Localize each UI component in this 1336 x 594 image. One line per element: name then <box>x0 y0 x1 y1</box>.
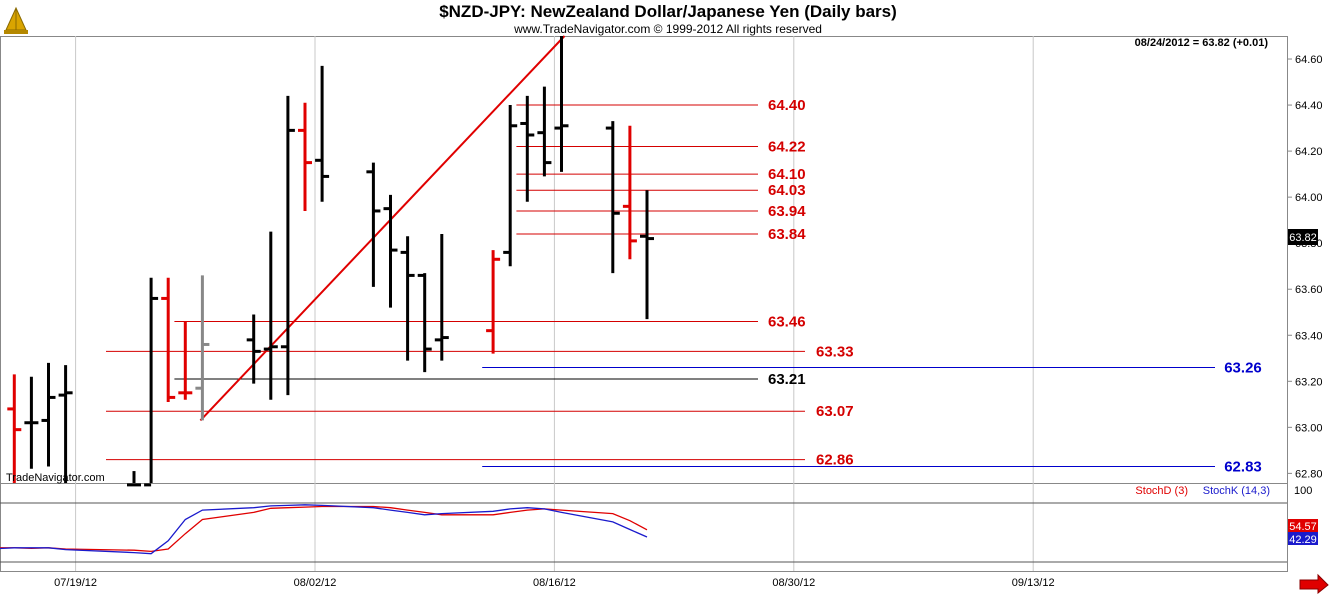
ohlc-bar <box>58 365 73 483</box>
ohlc-bar <box>366 162 381 287</box>
indicator-tick-100: 100 <box>1294 485 1312 497</box>
watermark: TradeNavigator.com <box>6 472 105 484</box>
level-label: 64.03 <box>768 182 806 199</box>
indicator-panel-frame <box>0 483 1288 572</box>
copyright-text: www.TradeNavigator.com © 1999-2012 All r… <box>513 22 822 36</box>
ohlc-bar <box>315 65 330 202</box>
price-tick-label: 63.00 <box>1295 422 1323 434</box>
stochastic-panel <box>0 502 1287 563</box>
level-label: 63.33 <box>816 343 854 360</box>
grid-lines <box>75 36 1034 571</box>
ohlc-bars <box>7 36 654 487</box>
stochk-line <box>0 504 648 555</box>
date-tick-label: 09/13/12 <box>1012 577 1055 589</box>
chart-title: $NZD-JPY: NewZealand Dollar/Japanese Yen… <box>439 2 897 21</box>
stochk-last-value: 42.29 <box>1289 534 1317 546</box>
ohlc-bar <box>127 471 141 487</box>
ohlc-bar <box>486 250 501 354</box>
level-label: 63.26 <box>1224 359 1262 376</box>
level-label: 63.07 <box>816 403 854 420</box>
price-axis: 64.6064.4064.2064.0063.8063.6063.4063.20… <box>1287 54 1323 480</box>
stochd-last-value: 54.57 <box>1289 521 1317 533</box>
level-label: 63.94 <box>768 203 806 220</box>
level-label: 64.22 <box>768 138 806 155</box>
ohlc-bar <box>178 321 193 400</box>
ohlc-bar <box>246 314 261 384</box>
ohlc-bar <box>417 273 432 373</box>
ohlc-bar <box>298 102 312 211</box>
price-tick-label: 62.80 <box>1295 468 1323 480</box>
price-tick-label: 63.40 <box>1295 330 1323 342</box>
level-label: 64.40 <box>768 97 806 114</box>
ohlc-bar <box>383 194 398 308</box>
ohlc-bar <box>503 105 518 267</box>
ohlc-bar <box>195 275 210 421</box>
price-tick-label: 64.60 <box>1295 54 1323 66</box>
ohlc-bar <box>161 277 176 403</box>
logo-icon <box>4 6 28 34</box>
ohlc-bar <box>622 125 637 260</box>
level-label: 62.86 <box>816 452 854 469</box>
ohlc-bar <box>41 362 56 467</box>
ohlc-bar <box>520 95 535 202</box>
stochd-legend: StochD (3) <box>1135 485 1188 497</box>
ohlc-bar <box>640 190 654 320</box>
trendline-layer <box>199 35 566 422</box>
price-panel-frame <box>0 36 1288 484</box>
stochk-legend: StochK (14,3) <box>1203 485 1270 497</box>
ohlc-bar <box>605 121 620 274</box>
ohlc-bar <box>554 36 569 172</box>
price-tick-label: 63.20 <box>1295 376 1323 388</box>
ohlc-bar <box>24 376 39 469</box>
level-label: 63.46 <box>768 313 806 330</box>
price-tick-label: 64.00 <box>1295 192 1323 204</box>
ohlc-bar <box>7 374 22 483</box>
ohlc-bar <box>537 86 552 177</box>
date-axis: 07/19/12 08/02/12 08/16/12 08/30/12 09/13/12 <box>54 577 1054 589</box>
ohlc-bar <box>434 233 449 361</box>
date-tick-label: 08/30/12 <box>772 577 815 589</box>
scroll-right-arrow-icon[interactable] <box>1299 573 1329 594</box>
date-tick-label: 07/19/12 <box>54 577 97 589</box>
date-tick-label: 08/02/12 <box>294 577 337 589</box>
level-label: 62.83 <box>1224 458 1262 475</box>
level-label: 63.84 <box>768 226 806 243</box>
stochd-line <box>0 505 648 553</box>
last-price-label: 63.82 <box>1289 232 1317 244</box>
ohlc-bar <box>280 95 295 396</box>
level-label: 64.10 <box>768 166 806 183</box>
ohlc-bar <box>263 231 278 400</box>
last-quote-readout: 08/24/2012 = 63.82 (+0.01) <box>1135 37 1269 49</box>
ohlc-bar <box>400 236 415 361</box>
price-tick-label: 64.20 <box>1295 146 1323 158</box>
level-label: 63.21 <box>768 371 806 388</box>
trendline <box>199 35 566 422</box>
price-tick-label: 64.40 <box>1295 100 1323 112</box>
ohlc-bar <box>144 277 159 487</box>
date-tick-label: 08/16/12 <box>533 577 576 589</box>
price-tick-label: 63.60 <box>1295 284 1323 296</box>
